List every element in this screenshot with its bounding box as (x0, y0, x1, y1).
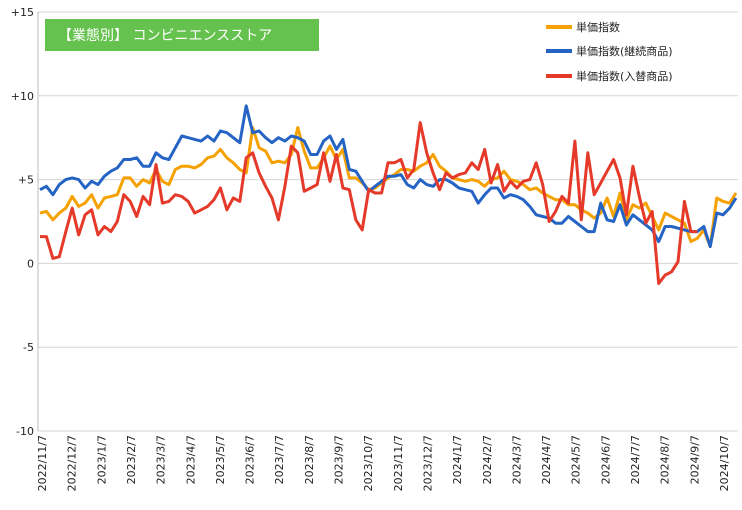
x-tick-label: 2024/2/7 (481, 435, 494, 484)
y-tick-label: -10 (16, 425, 34, 438)
x-tick-label: 2023/12/7 (421, 435, 434, 491)
x-tick-label: 2023/7/7 (273, 435, 286, 484)
legend: 単価指数 単価指数(継続商品) 単価指数(入替商品) (546, 20, 673, 83)
x-tick-label: 2024/9/7 (688, 435, 701, 484)
title-badge-background (45, 19, 319, 51)
y-tick-label: +15 (11, 6, 34, 19)
x-tick-label: 2023/1/7 (95, 435, 108, 484)
x-tick-label: 2024/7/7 (629, 435, 642, 484)
x-tick-label: 2023/10/7 (362, 435, 375, 491)
x-tick-label: 2023/4/7 (184, 435, 197, 484)
x-tick-label: 2023/5/7 (214, 435, 227, 484)
x-tick-label: 2024/6/7 (599, 435, 612, 484)
y-tick-label: +5 (18, 174, 34, 187)
x-tick-label: 2023/11/7 (392, 435, 405, 491)
chart-title-badge: 【業態別】 コンビニエンスストア (45, 19, 319, 51)
y-tick-label: -5 (23, 341, 34, 354)
x-tick-label: 2024/1/7 (451, 435, 464, 484)
x-tick-label: 2023/8/7 (303, 435, 316, 484)
y-tick-label: +10 (11, 90, 34, 103)
x-tick-label: 2024/10/7 (718, 435, 731, 491)
legend-label-replacement: 単価指数(入替商品) (576, 69, 673, 83)
x-tick-label: 2023/3/7 (155, 435, 168, 484)
x-tick-label: 2024/4/7 (540, 435, 553, 484)
x-tick-label: 2023/9/7 (333, 435, 346, 484)
x-tick-label: 2024/5/7 (570, 435, 583, 484)
x-tick-label: 2024/8/7 (659, 435, 672, 484)
legend-label-unit-price: 単価指数 (576, 20, 620, 34)
y-axis-tick-labels: -10 -5 0 +5 +10 +15 (11, 6, 34, 438)
x-tick-label: 2024/3/7 (510, 435, 523, 484)
chart-title: 【業態別】 コンビニエンスストア (58, 28, 272, 44)
legend-label-continuing: 単価指数(継続商品) (576, 44, 673, 58)
x-axis-tick-labels: 2022/11/7 2022/12/7 2023/1/7 2023/2/7 2023/3… (36, 435, 731, 491)
x-tick-label: 2022/12/7 (66, 435, 79, 491)
series-lines (39, 104, 738, 285)
x-tick-label: 2023/6/7 (244, 435, 257, 484)
series-replacement-line (40, 121, 698, 285)
x-tick-label: 2022/11/7 (36, 435, 49, 491)
x-tick-label: 2023/2/7 (125, 435, 138, 484)
series-continuing-line (39, 104, 738, 249)
y-tick-label: 0 (27, 257, 34, 270)
